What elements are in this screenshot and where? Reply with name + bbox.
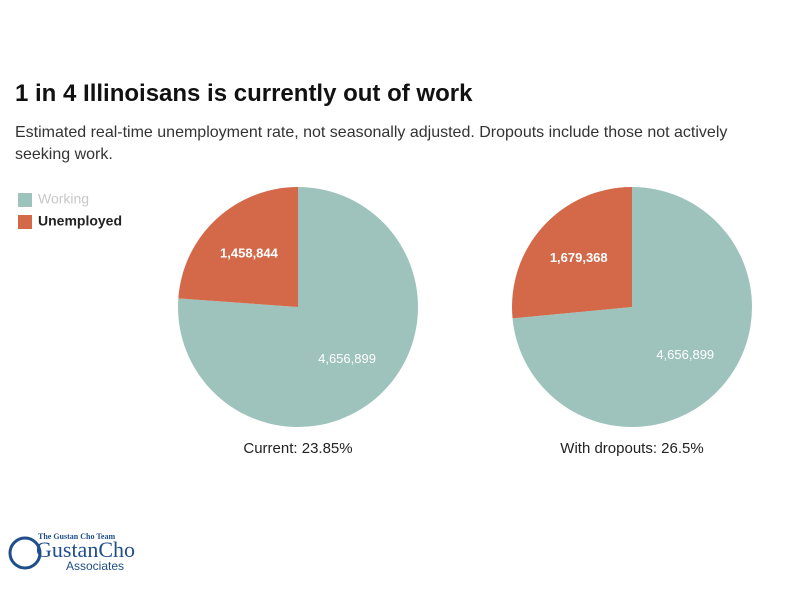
logo-name: GustanCho [36,537,135,562]
legend-label[interactable]: Working [38,191,89,207]
logo-sub: Associates [66,559,124,573]
logo-tagline: The Gustan Cho Team [38,532,115,541]
pie-caption: With dropouts: 26.5% [560,440,703,457]
pie-slice [178,187,298,307]
pie-slice [512,187,752,427]
slice-label: 4,656,899 [318,351,376,366]
slice-label: 4,656,899 [656,347,714,362]
pie-slice [512,187,632,319]
chart-title: 1 in 4 Illinoisans is currently out of w… [15,80,473,107]
pie-slice [178,187,419,427]
legend-swatch[interactable] [18,215,32,229]
slice-label: 1,458,844 [220,246,279,261]
slice-label: 1,679,368 [550,250,608,265]
legend-swatch[interactable] [18,193,32,207]
legend-label[interactable]: Unemployed [38,213,122,229]
logo-icon [8,536,42,570]
pie-caption: Current: 23.85% [243,440,352,457]
chart-subtitle: Estimated real-time unemployment rate, n… [15,124,728,163]
